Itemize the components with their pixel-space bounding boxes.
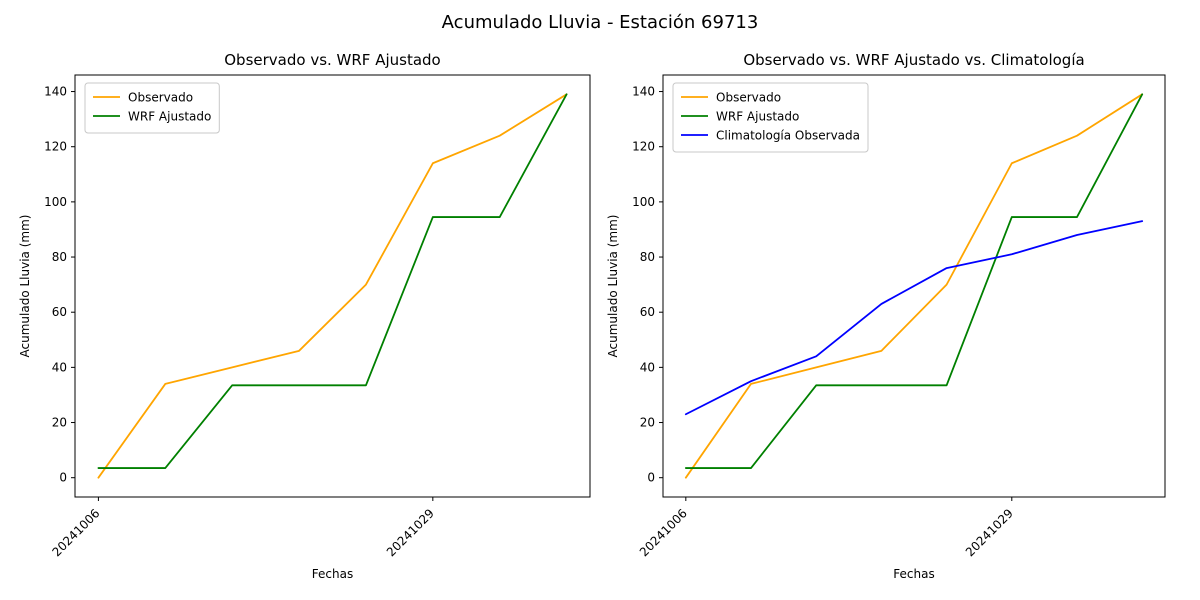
series-line-climatolog-a-observada [684,220,1144,416]
legend-label-observado: Observado [128,91,193,105]
y-tick-label: 120 [44,140,67,154]
y-tick-label: 20 [640,416,655,430]
y-tick-label: 0 [59,471,67,485]
subplot-title: Observado vs. WRF Ajustado vs. Climatolo… [743,51,1084,69]
subplot-title: Observado vs. WRF Ajustado [224,51,440,69]
x-axis-label: Fechas [893,567,934,581]
y-tick-label: 20 [52,416,67,430]
plot-border [662,74,1166,498]
y-tick-label: 60 [640,305,655,319]
y-tick-label: 140 [44,85,67,99]
x-tick-label: 20241006 [49,506,102,559]
series-line-wrf-ajustado [97,93,568,469]
plot-border [74,74,591,498]
legend-label-wrf-ajustado: WRF Ajustado [716,110,799,124]
series-line-observado [97,93,568,479]
legend: Observado WRF Ajustado [84,82,220,134]
y-tick-label: 140 [632,85,655,99]
y-tick-label: 0 [647,471,655,485]
x-tick-label: 20241029 [963,506,1016,559]
y-tick-label: 40 [52,360,67,374]
legend-label-observado: Observado [716,91,781,105]
legend: Observado WRF Ajustado Climatología Observ… [672,82,869,153]
y-axis-label: Acumulado Lluvia (mm) [18,215,32,358]
series-line-wrf-ajustado [684,93,1144,469]
subplot-1: 0 20 40 60 80 100 120 140 20241006 20241029 Observ… [606,51,1166,581]
legend-box [672,82,869,153]
x-axis-label: Fechas [312,567,353,581]
y-axis-label: Acumulado Lluvia (mm) [606,215,620,358]
figure-title: Acumulado Lluvia - Estación 69713 [441,12,759,33]
y-tick-label: 120 [632,140,655,154]
subplot-0: 0 20 40 60 80 100 120 140 20241006 20241029 Observ… [18,51,591,581]
legend-label-wrf-ajustado: WRF Ajustado [128,110,211,124]
y-tick-label: 80 [52,250,67,264]
legend-label-climatolog-a-observada: Climatología Observada [716,129,860,143]
y-tick-label: 60 [52,305,67,319]
x-tick-label: 20241029 [384,506,437,559]
series-line-observado [684,93,1144,479]
y-tick-label: 100 [632,195,655,209]
x-tick-label: 20241006 [637,506,690,559]
y-tick-label: 100 [44,195,67,209]
legend-box [84,82,220,134]
y-tick-label: 40 [640,360,655,374]
y-tick-label: 80 [640,250,655,264]
